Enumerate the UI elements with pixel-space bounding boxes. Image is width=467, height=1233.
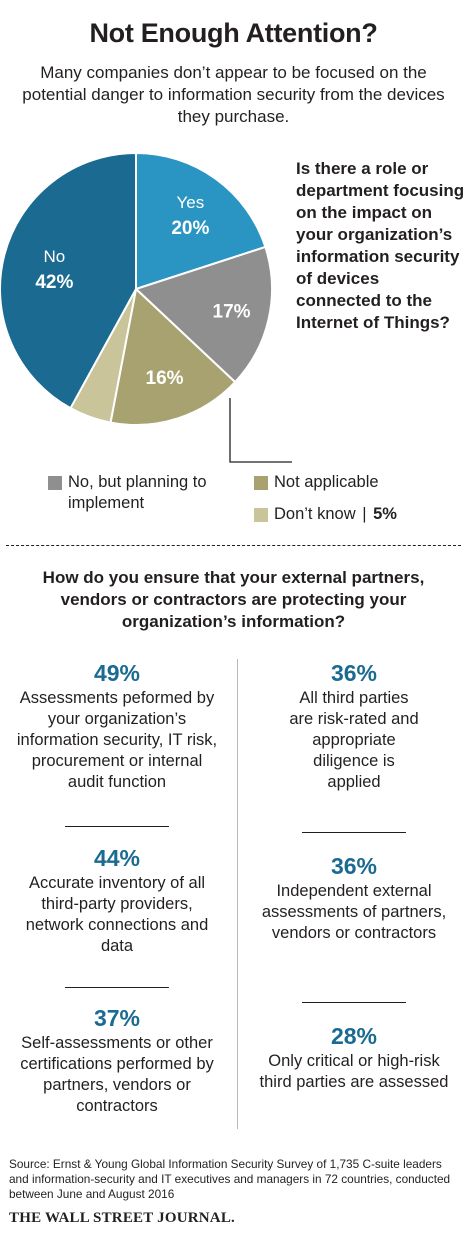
legend-label-planning: No, but planning to implement (68, 473, 207, 512)
stat-block-assessments: 49% Assessments peformed by your organiz… (12, 660, 222, 793)
stat-value: 44% (93, 845, 141, 871)
legend-swatch-dont-know (254, 508, 268, 522)
legend-separator: | (362, 505, 367, 523)
stat-value: 37% (93, 1005, 141, 1031)
stat-block-inventory: 44% Accurate inventory of all third-part… (12, 845, 222, 957)
section-divider (6, 545, 461, 546)
column-divider (237, 659, 238, 1129)
stat-label: Self-assessments or other certifications… (20, 1034, 214, 1115)
pie-question: Is there a role or department focusing o… (296, 159, 465, 332)
legend-swatch-planning (48, 476, 62, 490)
stat-value: 28% (330, 1023, 378, 1049)
partners-question: How do you ensure that your external par… (42, 568, 425, 631)
stat-value: 36% (330, 660, 378, 686)
stat-divider (65, 987, 169, 988)
stat-value: 36% (330, 853, 378, 879)
stat-block-critical: 28% Only critical or high-risk third par… (249, 1023, 459, 1093)
stat-divider (302, 832, 406, 833)
slice-no-value-label: 42% (35, 272, 73, 293)
publisher-logo: THE WALL STREET JOURNAL. (9, 1210, 235, 1226)
slice-yes-value-label: 20% (171, 218, 209, 239)
legend-label-not-applicable: Not applicable (274, 473, 379, 491)
slice-not-applicable (109, 287, 237, 426)
stat-block-independent: 36% Independent external assessments of … (249, 853, 459, 944)
stat-label: All third parties are risk-rated and app… (289, 689, 419, 791)
stat-label: Only critical or high-risk third parties… (259, 1052, 449, 1091)
leader-line-dont-know (229, 398, 292, 463)
legend-entry-dont-know: Don’t know | 5% (274, 504, 397, 525)
legend-value-dont-know: 5% (373, 505, 397, 523)
legend-label-dont-know: Don’t know (274, 505, 356, 523)
stat-block-self-assessments: 37% Self-assessments or other certificat… (12, 1005, 222, 1117)
slice-planning (134, 245, 273, 384)
slice-yes (135, 151, 267, 291)
slice-no-name-label: No (43, 247, 65, 266)
stat-block-risk-rated: 36% All third parties are risk-rated and… (249, 660, 459, 793)
chart-subtitle: Many companies don’t appear to be focuse… (22, 63, 445, 126)
slice-no (0, 151, 137, 410)
chart-title: Not Enough Attention? (89, 18, 378, 48)
stat-label: Assessments peformed by your organizatio… (16, 689, 218, 791)
stat-label: Accurate inventory of all third-party pr… (25, 874, 209, 955)
stat-value: 49% (93, 660, 141, 686)
source-note: Source: Ernst & Young Global Information… (9, 1157, 451, 1201)
stat-label: Independent external assessments of part… (261, 882, 447, 942)
slice-not-applicable-value-label: 16% (146, 368, 184, 389)
stat-divider (302, 1002, 406, 1003)
slice-planning-value-label: 17% (213, 301, 251, 322)
slice-yes-name-label: Yes (176, 193, 204, 212)
pie-chart: Yes 20% 17% 16% No 42% (0, 151, 292, 463)
stat-divider (65, 826, 169, 827)
legend-swatch-not-applicable (254, 476, 268, 490)
